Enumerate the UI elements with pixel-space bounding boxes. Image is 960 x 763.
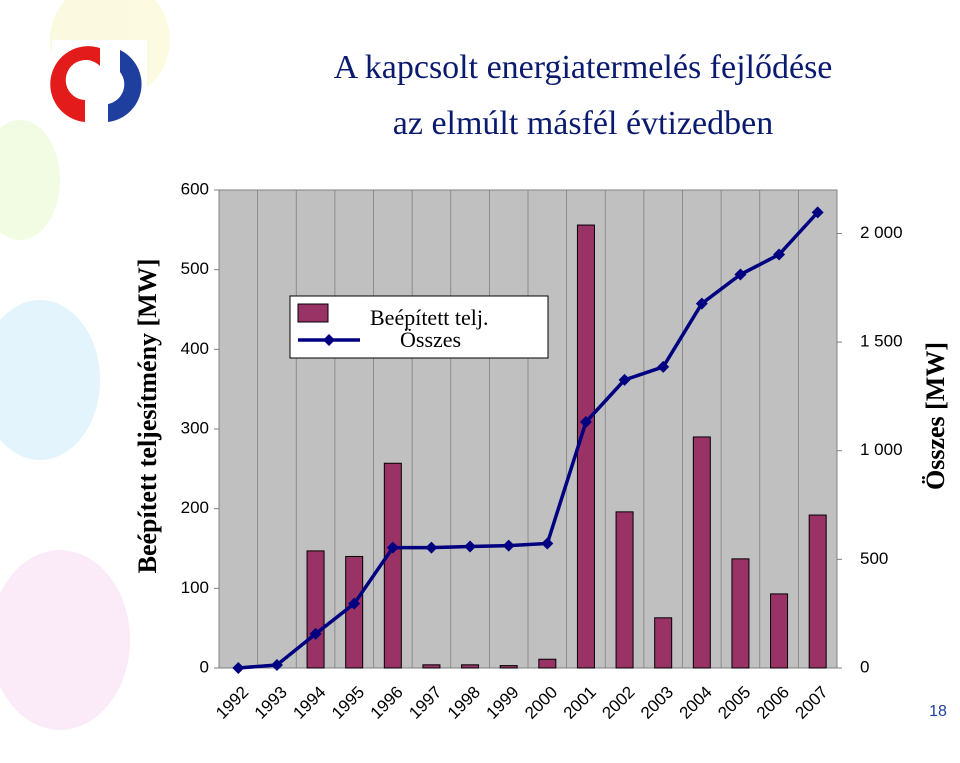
line-marker xyxy=(541,537,554,550)
y-tick-label: 300 xyxy=(181,418,209,437)
y-tick-label: 200 xyxy=(181,498,209,517)
bar xyxy=(770,593,789,669)
y-tick-label: 600 xyxy=(181,179,209,198)
y2-tick-label: 1 000 xyxy=(860,440,903,459)
x-tick-label: 1993 xyxy=(251,683,291,723)
line-marker xyxy=(309,627,322,640)
bar xyxy=(306,550,325,669)
line-marker xyxy=(579,416,592,429)
x-tick-label: 1999 xyxy=(483,683,523,723)
line-marker xyxy=(232,662,245,674)
y-tick-label: 400 xyxy=(181,339,209,358)
x-tick-label: 2007 xyxy=(792,683,832,723)
x-tick-label: 1994 xyxy=(289,683,329,723)
page-number: 18 xyxy=(929,703,947,720)
bar xyxy=(461,664,480,669)
x-tick-label: 2005 xyxy=(714,683,754,723)
legend-swatch xyxy=(297,303,329,323)
y2-tick-label: 1 500 xyxy=(860,332,903,351)
legend-marker xyxy=(323,334,335,346)
bar xyxy=(538,658,557,669)
y2-tick-label: 500 xyxy=(860,549,888,568)
bar xyxy=(383,462,402,669)
bar xyxy=(692,436,711,669)
line xyxy=(238,211,819,670)
bar xyxy=(615,511,634,669)
y-tick-label: 100 xyxy=(181,578,209,597)
y2-tick-label: 2 000 xyxy=(860,223,903,242)
chart-subtitle: az elmúlt másfél évtizedben xyxy=(393,105,773,142)
line-marker xyxy=(657,360,670,373)
legend xyxy=(289,295,549,359)
x-tick-label: 1996 xyxy=(367,683,407,723)
x-tick-label: 2000 xyxy=(521,683,561,723)
line-marker xyxy=(695,297,708,310)
y-axis-title: Beépített teljesítmény [MW] xyxy=(133,259,162,574)
logo xyxy=(50,40,147,130)
x-tick-label: 1992 xyxy=(212,683,252,723)
line-marker xyxy=(348,597,361,610)
bar xyxy=(808,514,827,669)
x-tick-label: 1997 xyxy=(405,683,445,723)
bar xyxy=(345,555,364,669)
line-marker xyxy=(425,541,438,554)
legend-label: Összes xyxy=(400,327,461,352)
bar xyxy=(422,664,441,669)
y-tick-label: 0 xyxy=(200,657,209,676)
line-marker xyxy=(464,540,477,553)
x-tick-label: 1995 xyxy=(328,683,368,723)
line-marker xyxy=(618,373,631,386)
y-tick-label: 500 xyxy=(181,259,209,278)
line-marker xyxy=(270,658,283,671)
bar xyxy=(654,617,673,669)
x-tick-label: 1998 xyxy=(444,683,484,723)
line-marker xyxy=(734,268,747,281)
bar xyxy=(731,558,750,669)
x-tick-label: 2003 xyxy=(637,683,677,723)
x-tick-label: 2004 xyxy=(676,683,716,723)
x-tick-label: 2006 xyxy=(753,683,793,723)
bar xyxy=(576,224,595,669)
bar xyxy=(499,665,518,669)
y2-axis-title: Összes [MW] xyxy=(921,342,950,490)
line-marker xyxy=(811,206,824,219)
chart-title: A kapcsolt energiatermelés fejlődése xyxy=(334,49,833,86)
legend-label: Beépített telj. xyxy=(370,305,489,330)
line-marker xyxy=(386,541,399,554)
y2-tick-label: 0 xyxy=(860,657,869,676)
x-tick-label: 2001 xyxy=(560,683,600,723)
line-marker xyxy=(773,248,786,261)
x-tick-label: 2002 xyxy=(598,683,638,723)
line-marker xyxy=(502,539,515,552)
